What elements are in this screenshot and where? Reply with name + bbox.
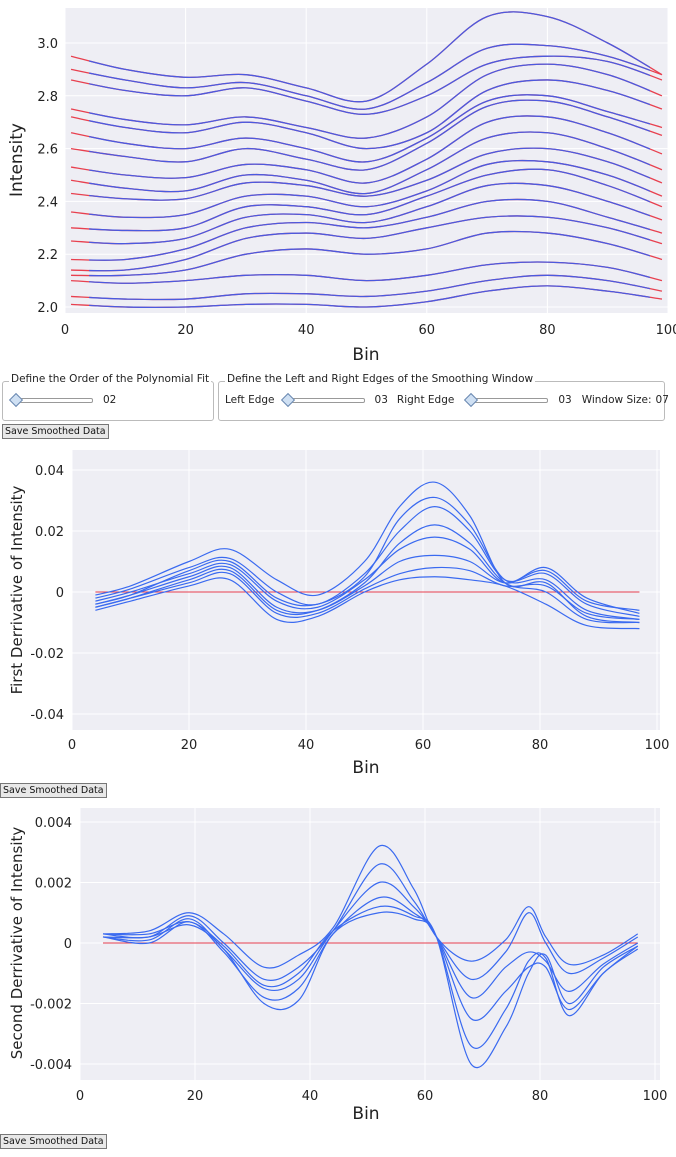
series-line: [89, 198, 650, 261]
y-tick-label: 0.02: [35, 525, 64, 540]
x-tick-label: 20: [187, 1089, 204, 1104]
series-line: [89, 115, 650, 184]
series-line: [102, 844, 639, 969]
y-tick-label: 3.0: [37, 37, 58, 52]
save-smoothed-data-button[interactable]: Save Smoothed Data: [2, 424, 109, 439]
x-tick-label: 80: [532, 738, 549, 753]
series-line: [95, 554, 640, 614]
series-line: [102, 896, 639, 1022]
series-line: [95, 576, 640, 630]
save-second-derivative-button[interactable]: Save Smoothed Data: [0, 1134, 107, 1149]
x-tick-label: 100: [645, 738, 670, 753]
window-size-value: 07: [655, 394, 669, 406]
series-line: [89, 94, 650, 163]
x-tick-label: 100: [656, 323, 676, 338]
left-edge-slider[interactable]: [280, 392, 365, 408]
series-line: [89, 182, 650, 245]
series-line: [89, 11, 650, 103]
x-tick-label: 100: [643, 1089, 668, 1104]
series-group: [70, 11, 663, 308]
left-edge-label: Left Edge: [225, 394, 275, 406]
second-derivative-chart: 0 20 40 60 80 100 -0.004 -0.002 0 0.002 0.004 Bin Se…: [8, 808, 668, 1124]
smoothing-window-legend: Define the Left and Right Edges of the S…: [225, 373, 536, 385]
series-line: [89, 230, 650, 277]
x-tick-label: 40: [298, 323, 315, 338]
x-tick-label: 0: [68, 738, 76, 753]
y-tick-label: 2.6: [37, 143, 58, 158]
intensity-chart: 0 20 40 60 80 100 2.0 2.2 2.4 2.6 2.8 3.0 Bin Intensi…: [7, 8, 676, 365]
x-tick-label: 60: [417, 1089, 434, 1104]
x-tick-label: 40: [298, 738, 315, 753]
series-line: [89, 99, 650, 171]
save-first-derivative-button[interactable]: Save Smoothed Data: [0, 783, 107, 798]
y-tick-label: -0.004: [30, 1058, 72, 1073]
x-tick-label: 0: [61, 323, 69, 338]
series-line: [89, 285, 650, 308]
series-line: [89, 55, 650, 115]
series-line: [95, 566, 640, 621]
series-line: [95, 481, 640, 624]
left-edge-value: 03: [374, 394, 388, 406]
smoothing-window-group: Define the Left and Right Edges of the S…: [218, 373, 669, 421]
series-line: [89, 79, 650, 150]
x-tick-label: 80: [532, 1089, 549, 1104]
series-line: [89, 43, 650, 110]
series-line: [89, 159, 650, 219]
polynomial-order-legend: Define the Order of the Polynomial Fit: [9, 373, 212, 385]
y-tick-label: 0.004: [35, 816, 72, 831]
series-line: [95, 496, 640, 621]
x-tick-label: 20: [181, 738, 198, 753]
series-line: [89, 147, 650, 201]
series-line: [89, 63, 650, 139]
y-tick-label: 2.2: [37, 248, 58, 263]
y-tick-label: 2.4: [37, 195, 58, 210]
y-axis-label: Intensity: [7, 123, 27, 197]
right-edge-slider[interactable]: [464, 392, 549, 408]
x-tick-label: 0: [76, 1089, 84, 1104]
x-tick-label: 60: [415, 738, 432, 753]
y-tick-label: 2.8: [37, 90, 58, 105]
x-tick-label: 60: [419, 323, 436, 338]
y-tick-label: -0.02: [30, 647, 64, 662]
series-line: [102, 863, 639, 981]
y-axis-label: First Derrivative of Intensity: [8, 485, 26, 694]
y-tick-label: -0.04: [30, 708, 64, 723]
series-group: [95, 481, 640, 630]
series-line: [89, 274, 650, 301]
y-tick-label: 0: [56, 586, 64, 601]
series-line: [95, 505, 640, 617]
right-edge-value: 03: [558, 394, 572, 406]
y-tick-label: 0.04: [35, 464, 64, 479]
polynomial-order-value: 02: [103, 394, 117, 406]
y-tick-label: -0.002: [30, 998, 72, 1013]
plot-area: [65, 8, 668, 313]
x-axis-label: Bin: [352, 758, 379, 778]
y-tick-label: 0: [64, 937, 72, 952]
polynomial-order-slider[interactable]: [8, 392, 93, 408]
y-axis-label: Second Derrivative of Intensity: [8, 827, 26, 1060]
series-group: [102, 844, 639, 1068]
x-tick-label: 40: [302, 1089, 319, 1104]
plot-area: [80, 808, 660, 1080]
series-line: [95, 536, 640, 614]
x-tick-label: 80: [539, 323, 556, 338]
first-derivative-chart: 0 20 40 60 80 100 -0.04 -0.02 0 0.02 0.04 Bin First …: [8, 450, 670, 778]
series-line: [89, 215, 650, 272]
polynomial-order-group: Define the Order of the Polynomial Fit 0…: [2, 373, 214, 421]
y-tick-label: 0.002: [35, 877, 72, 892]
series-line: [89, 168, 650, 232]
window-size-label: Window Size:: [581, 394, 652, 406]
series-line: [102, 905, 639, 1068]
right-edge-label: Right Edge: [396, 394, 455, 406]
x-axis-label: Bin: [352, 345, 379, 365]
x-tick-label: 20: [177, 323, 194, 338]
series-line: [102, 911, 639, 1049]
series-line: [89, 131, 650, 195]
series-line: [89, 261, 650, 284]
y-tick-label: 2.0: [37, 301, 58, 316]
x-axis-label: Bin: [352, 1104, 379, 1124]
series-line: [95, 524, 640, 624]
